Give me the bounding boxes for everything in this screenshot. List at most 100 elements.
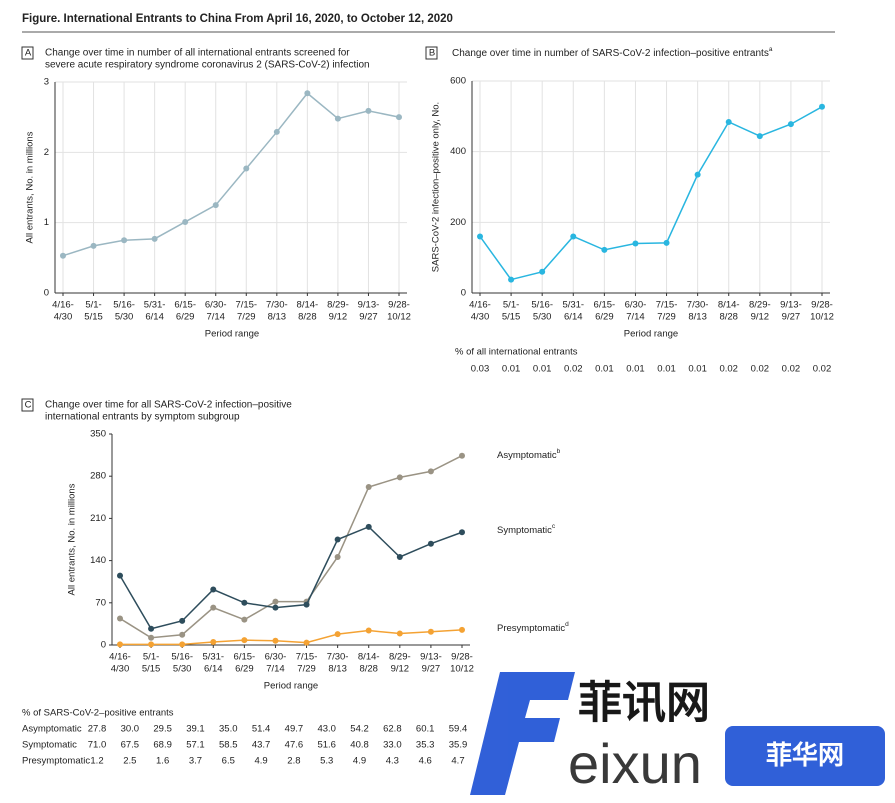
- point: [179, 631, 186, 638]
- table-cell: 67.5: [121, 740, 140, 751]
- x-tick-label: 9/28-: [388, 300, 410, 311]
- point: [365, 484, 372, 491]
- x-tick-label: 9/27: [359, 312, 378, 323]
- footnote-mark: b: [557, 448, 561, 455]
- y-tick-label: 600: [450, 76, 466, 87]
- x-tick-label: 7/29: [657, 312, 676, 323]
- table-cell: 71.0: [88, 740, 107, 751]
- point: [243, 165, 250, 172]
- x-tick-label: 4/16-: [52, 300, 74, 311]
- table-cell: 0.01: [626, 364, 645, 375]
- x-tick-label: 8/28: [719, 312, 738, 323]
- table-cell: 4.6: [419, 756, 432, 767]
- x-tick-label: 7/30-: [266, 300, 288, 311]
- point: [210, 604, 217, 611]
- point: [459, 452, 465, 459]
- point: [334, 115, 341, 122]
- watermark-badge: [725, 726, 885, 786]
- title-text: Change over time in number of SARS-CoV-2…: [452, 48, 769, 59]
- point: [90, 242, 97, 249]
- x-tick-label: 7/14: [206, 312, 225, 323]
- x-tick-label: 9/13-: [420, 652, 442, 663]
- panel-label: B: [429, 48, 435, 59]
- point: [121, 237, 128, 244]
- y-tick-label: 1: [44, 217, 49, 228]
- x-tick-label: 9/12: [329, 312, 348, 323]
- point: [725, 118, 732, 125]
- point: [396, 630, 403, 637]
- table-cell: 2.8: [287, 756, 300, 767]
- line: [119, 525, 463, 630]
- point: [601, 246, 608, 253]
- y-tick-label: 400: [450, 146, 466, 157]
- table-cell: 49.7: [285, 724, 304, 735]
- point: [303, 639, 310, 646]
- x-tick-label: 5/31-: [144, 300, 166, 311]
- point: [212, 202, 219, 209]
- table-cell: 3.7: [189, 756, 202, 767]
- table-cell: 0.02: [719, 364, 738, 375]
- y-tick-label: 140: [90, 555, 106, 566]
- x-tick-label: 8/13: [268, 312, 287, 323]
- table-cell: 54.2: [350, 724, 369, 735]
- x-axis-label: Period range: [264, 681, 318, 692]
- table-cell: 33.0: [383, 740, 402, 751]
- x-tick-label: 7/15-: [235, 300, 257, 311]
- y-tick-label: 0: [461, 288, 466, 299]
- y-axis-label: All entrants, No. in millions: [25, 131, 36, 243]
- line: [479, 106, 823, 281]
- x-tick-label: 9/27: [422, 664, 441, 675]
- point: [148, 634, 155, 641]
- x-tick-label: 5/30: [115, 312, 134, 323]
- panel-title: severe acute respiratory syndrome corona…: [45, 60, 370, 71]
- point: [334, 553, 341, 560]
- y-tick-label: 200: [450, 217, 466, 228]
- x-tick-label: 6/14: [204, 664, 223, 675]
- table-cell: 68.9: [153, 740, 172, 751]
- x-tick-label: 4/30: [111, 664, 130, 675]
- x-tick-label: 7/15-: [656, 300, 678, 311]
- x-tick-label: 8/28: [359, 664, 378, 675]
- y-tick-label: 0: [44, 288, 49, 299]
- watermark-text: 菲华网: [766, 740, 844, 770]
- point: [365, 107, 372, 114]
- table-cell: 0.02: [813, 364, 832, 375]
- y-tick-label: 280: [90, 471, 106, 482]
- table-cell: 4.7: [451, 756, 464, 767]
- table-cell: 0.01: [595, 364, 614, 375]
- x-tick-label: 6/30-: [625, 300, 647, 311]
- x-tick-label: 8/29-: [749, 300, 771, 311]
- x-tick-label: 5/1-: [143, 652, 159, 663]
- point: [396, 114, 402, 121]
- y-tick-label: 210: [90, 513, 106, 524]
- x-tick-label: 5/15: [84, 312, 103, 323]
- point: [241, 616, 248, 623]
- x-tick-label: 4/16-: [109, 652, 131, 663]
- x-tick-label: 10/12: [450, 664, 474, 675]
- x-tick-label: 5/16-: [113, 300, 135, 311]
- point: [334, 536, 341, 543]
- x-tick-label: 7/14: [626, 312, 645, 323]
- x-tick-label: 6/14: [145, 312, 164, 323]
- point: [151, 235, 158, 242]
- legend-text: Symptomatic: [497, 525, 552, 536]
- footnote-mark: d: [565, 621, 569, 628]
- x-tick-label: 5/1-: [85, 300, 101, 311]
- y-tick-label: 2: [44, 147, 49, 158]
- footnote-mark: a: [769, 46, 773, 53]
- point: [60, 252, 66, 259]
- x-tick-label: 6/15-: [594, 300, 616, 311]
- legend-label: Symptomaticc: [497, 523, 556, 536]
- table-cell: 39.1: [186, 724, 205, 735]
- table-cell: 43.0: [317, 724, 336, 735]
- point: [365, 523, 372, 530]
- table-cell: 5.3: [320, 756, 333, 767]
- point: [365, 627, 372, 634]
- x-tick-label: 5/15: [502, 312, 521, 323]
- footnote-mark: c: [552, 523, 556, 530]
- panel-title: international entrants by symptom subgro…: [45, 412, 240, 423]
- x-tick-label: 6/29: [176, 312, 195, 323]
- x-tick-label: 9/27: [782, 312, 801, 323]
- table-cell: 62.8: [383, 724, 402, 735]
- point: [508, 276, 515, 283]
